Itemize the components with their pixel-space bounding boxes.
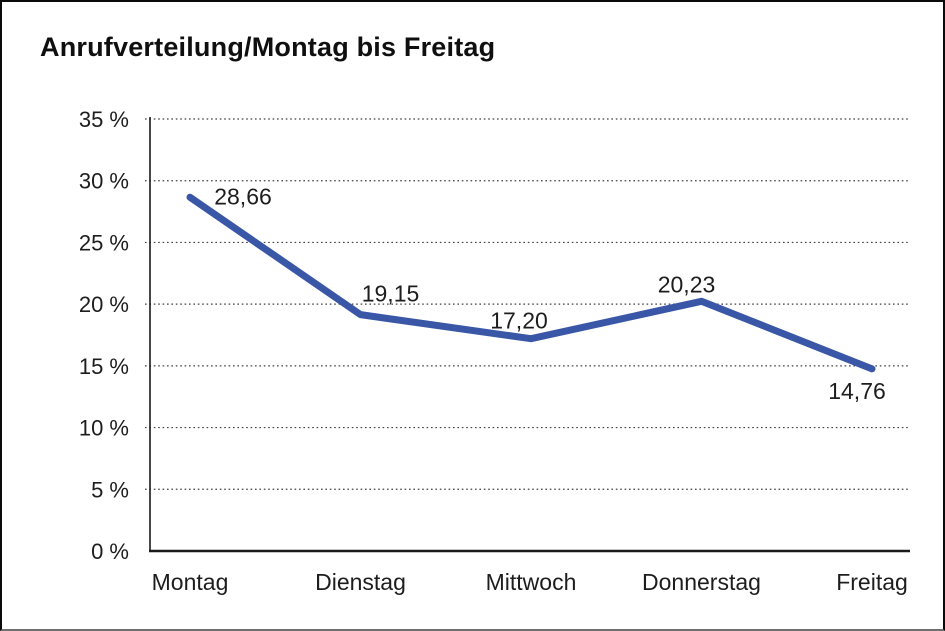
y-tick-label: 15 % [79,354,129,379]
x-tick-label: Mittwoch [486,569,577,595]
y-tick-label: 35 % [79,107,129,132]
y-tick-label: 5 % [91,477,129,502]
x-tick-label: Dienstag [315,569,406,595]
data-label: 19,15 [362,281,420,307]
data-line [186,193,876,373]
y-tick-label: 20 % [79,292,129,317]
x-tick-label: Montag [152,569,229,595]
data-label: 14,76 [828,378,886,404]
y-tick-label: 10 % [79,416,129,441]
data-label: 17,20 [490,308,548,334]
data-label: 28,66 [214,183,272,209]
y-tick-label: 25 % [79,230,129,255]
x-tick-label: Freitag [836,569,908,595]
y-tick-label: 30 % [79,169,129,194]
data-label: 20,23 [658,271,716,297]
chart-title: Anrufverteilung/Montag bis Freitag [40,32,496,62]
x-tick-label: Donnerstag [642,569,761,595]
y-tick-label: 0 % [91,539,129,564]
